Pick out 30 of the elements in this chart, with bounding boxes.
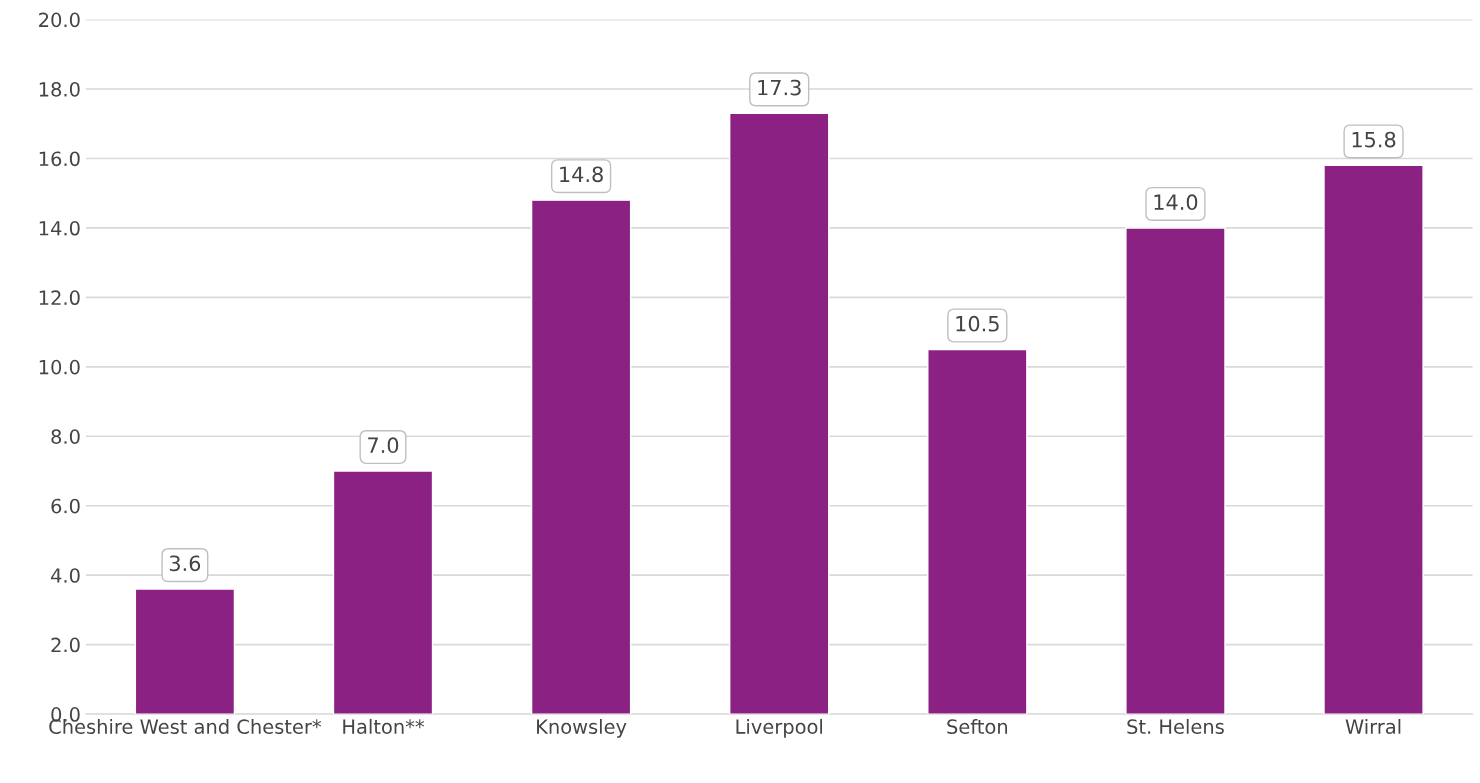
x-tick-label: Liverpool [736,718,823,738]
y-tick-label: 12.0 [39,290,80,306]
bar [134,588,236,715]
bar [1323,164,1424,715]
data-label: 17.3 [758,79,801,96]
y-tick-label: 18.0 [39,81,80,97]
y-tick-label: 6.0 [51,498,80,514]
bar [332,470,434,715]
data-label: 14.8 [560,166,603,183]
y-tick-label: 4.0 [51,568,80,583]
data-label: 15.8 [1352,131,1396,148]
y-tick-label: 2.0 [51,637,80,653]
x-tick-label: Wirral [1345,718,1401,735]
x-tick-label: Sefton [947,718,1007,735]
data-label: 14.0 [1154,194,1198,211]
y-tick-label: 20.0 [39,12,80,28]
x-tick-label: Halton** [343,718,425,735]
y-tick-label: 10.0 [39,359,80,375]
bar [728,112,830,715]
y-tick-label: 8.0 [51,429,80,444]
data-label: 7.0 [368,437,399,454]
x-tick-label: Knowsley [537,718,627,738]
y-tick-label: 16.0 [39,151,80,167]
data-label: 10.5 [956,315,999,332]
bar [530,199,632,715]
data-label: 3.6 [169,555,201,572]
bar [1125,227,1226,715]
x-tick-label: St. Helens [1127,718,1224,735]
y-tick-label: 14.0 [39,220,80,236]
bar [927,348,1028,715]
